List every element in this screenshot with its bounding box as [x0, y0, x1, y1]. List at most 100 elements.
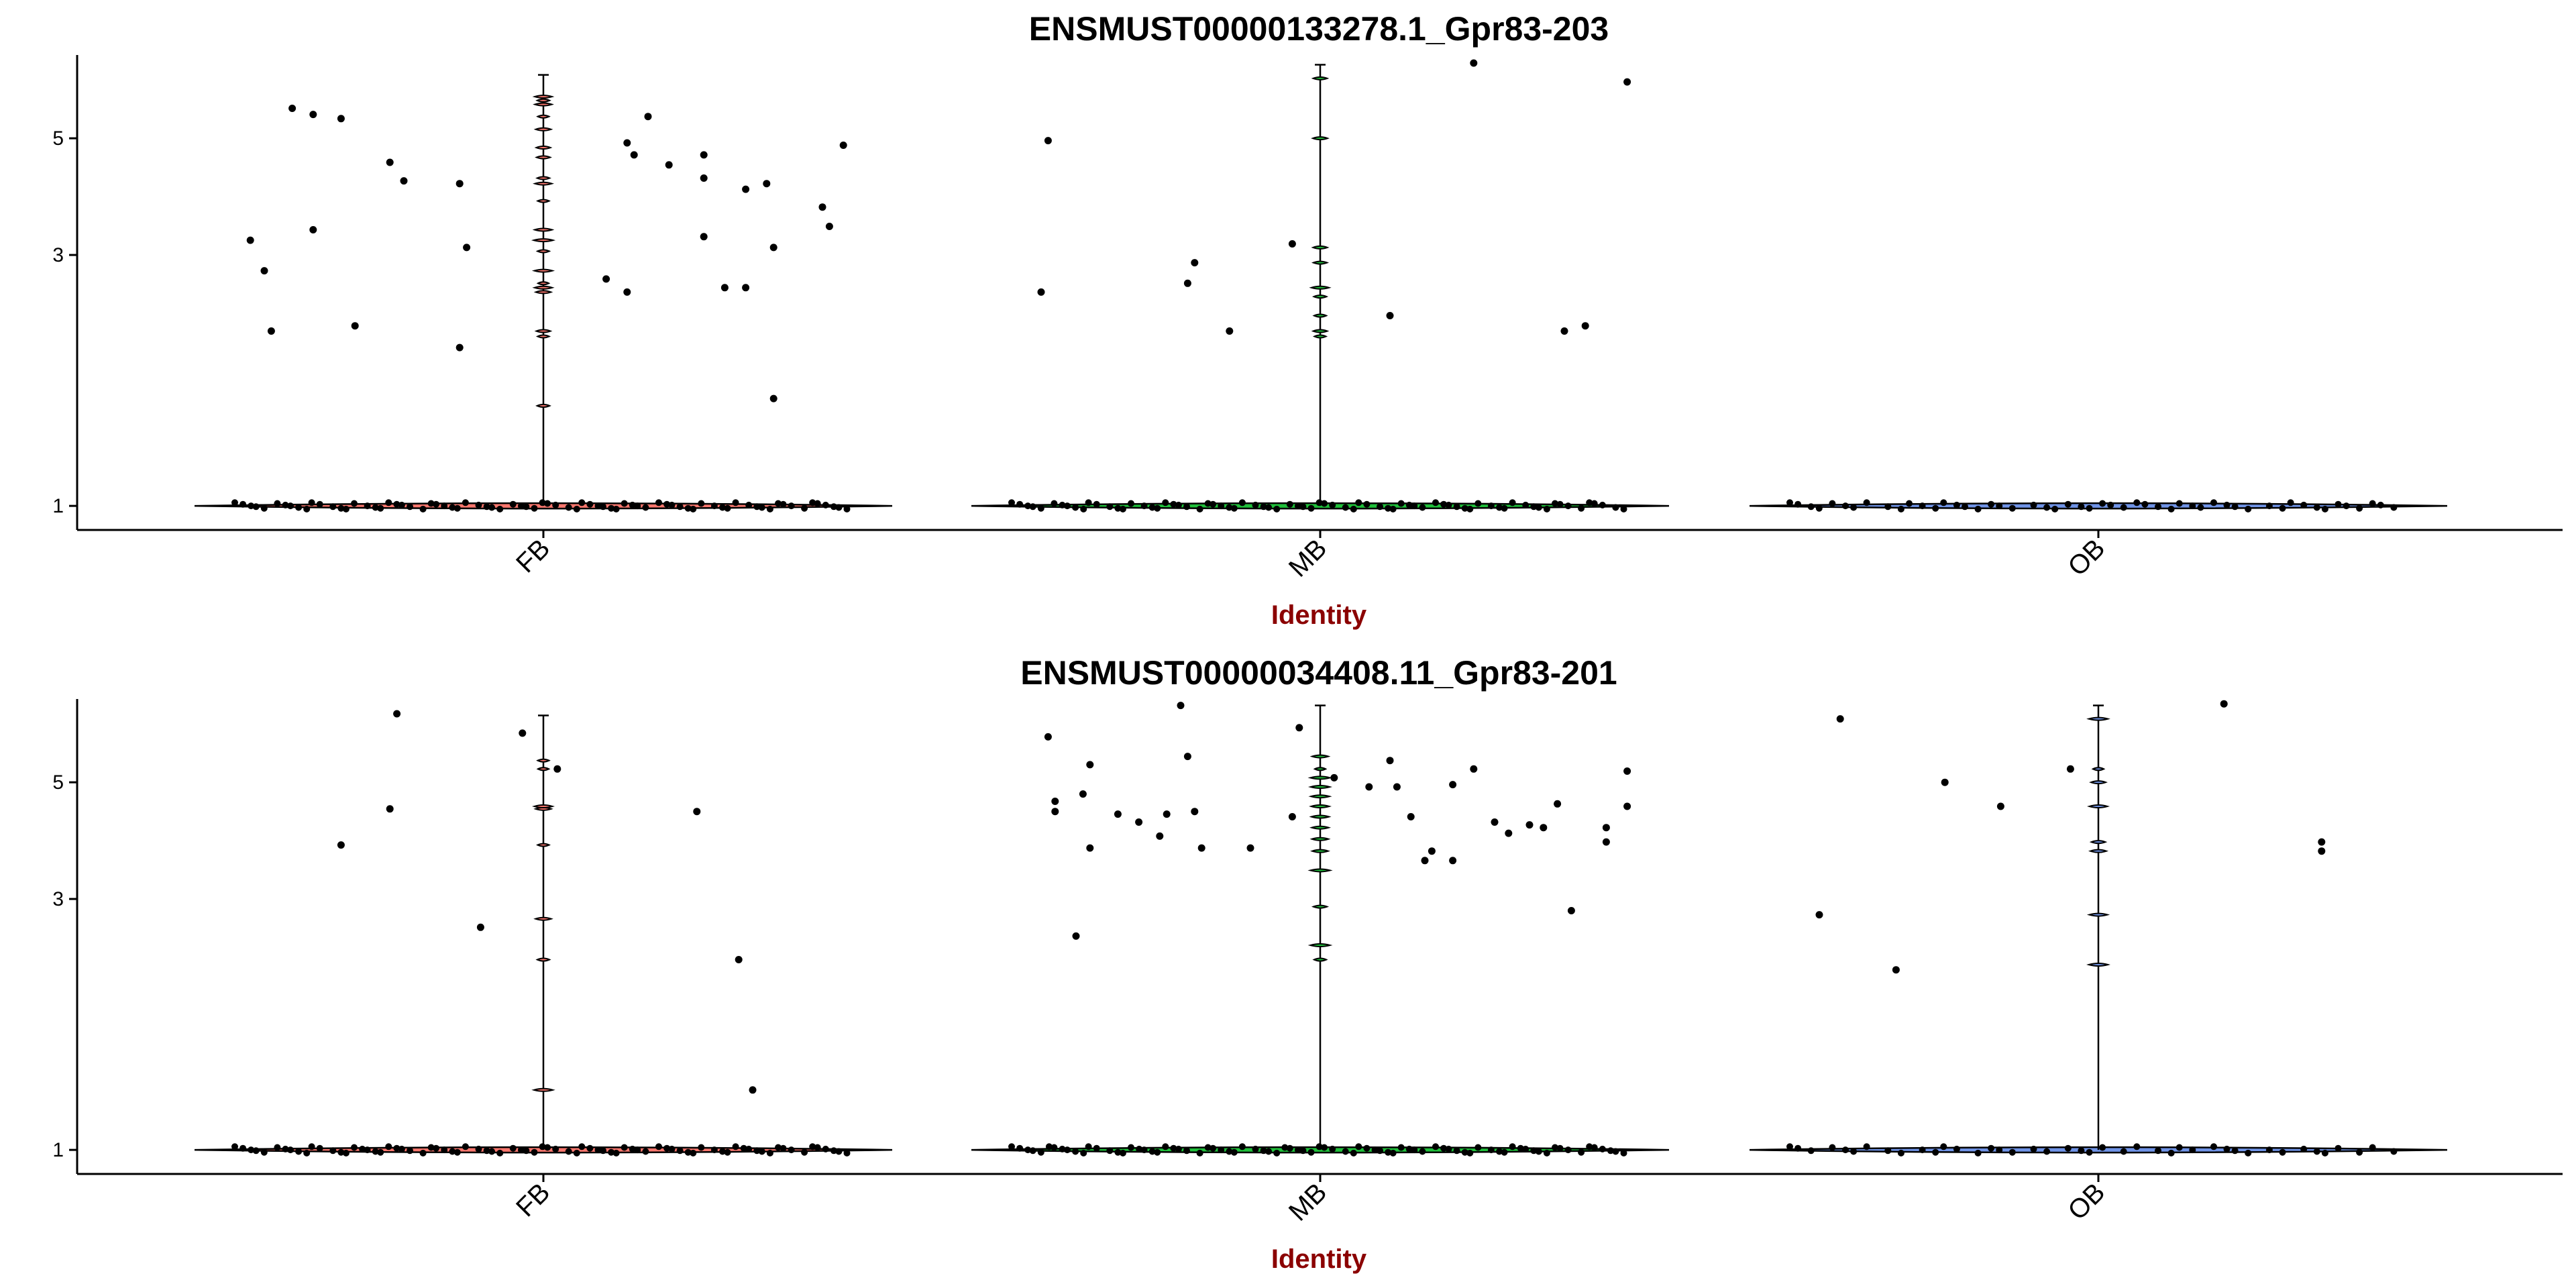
data-point [544, 1144, 551, 1151]
data-point [523, 503, 530, 511]
data-point [2245, 505, 2252, 513]
data-point [488, 1148, 496, 1155]
data-point [2189, 502, 2196, 510]
data-point [1008, 499, 1015, 506]
data-point [766, 1149, 773, 1157]
data-point [1815, 911, 1823, 919]
data-point [1350, 1149, 1357, 1157]
data-point [2099, 1144, 2106, 1151]
data-point [1170, 1144, 1177, 1152]
data-point [623, 288, 631, 296]
data-point [1329, 1145, 1336, 1152]
data-point [1487, 1146, 1495, 1154]
data-point [1474, 500, 1482, 507]
data-point [1128, 500, 1134, 507]
data-point [337, 115, 345, 123]
data-point [602, 275, 610, 283]
data-point [1850, 1148, 1858, 1155]
violin-bulge [2091, 767, 2106, 771]
violin-bulge [535, 176, 551, 180]
data-point [483, 503, 490, 511]
data-point [843, 505, 851, 513]
data-point [1389, 505, 1397, 513]
data-point [1016, 1144, 1024, 1152]
data-point [2167, 1149, 2175, 1157]
violin-bulge [1309, 825, 1332, 830]
data-point [2176, 1144, 2183, 1151]
violin-bulge [1309, 285, 1332, 290]
data-point [1183, 1147, 1190, 1155]
data-point [1419, 1148, 1426, 1155]
violin-bulge [1311, 136, 1330, 141]
data-point [698, 500, 705, 507]
data-point [2086, 1148, 2093, 1156]
violin-group-ob: OB [1749, 700, 2448, 1226]
data-point [239, 1144, 247, 1152]
data-point [1470, 59, 1478, 67]
data-point [1432, 499, 1439, 506]
data-point [1578, 504, 1585, 512]
data-point [1552, 1144, 1558, 1151]
data-point [2321, 505, 2328, 513]
data-point [1156, 832, 1164, 840]
data-point [1540, 824, 1548, 832]
data-point [1059, 501, 1066, 508]
data-point [621, 500, 628, 507]
data-point [1419, 504, 1426, 511]
data-point [1842, 1146, 1849, 1154]
violin-bulge [536, 767, 551, 771]
data-point [1389, 1149, 1397, 1157]
data-point [573, 1149, 580, 1157]
data-point [1897, 1149, 1904, 1157]
data-point [553, 765, 561, 773]
data-point [1377, 503, 1383, 511]
violin-bulge [535, 957, 551, 962]
data-point [1295, 724, 1303, 732]
violin-group-mb: MB [971, 702, 1670, 1227]
data-point [1445, 501, 1452, 508]
data-point [462, 499, 469, 506]
data-point [2356, 1148, 2363, 1156]
data-point [288, 105, 297, 112]
data-point [1045, 1143, 1053, 1150]
data-point [539, 1143, 546, 1150]
data-point [1183, 753, 1191, 761]
data-point [1342, 504, 1349, 511]
violin-bulge [535, 155, 552, 160]
data-point [1988, 1144, 1995, 1152]
data-point [719, 504, 726, 511]
data-point [252, 1147, 260, 1155]
data-point [1148, 504, 1156, 511]
data-point [1591, 500, 1598, 507]
data-point [1807, 503, 1815, 511]
data-point [1501, 504, 1508, 512]
data-point [1273, 505, 1281, 513]
data-point [655, 499, 662, 506]
data-point [2318, 838, 2326, 846]
data-point [2279, 1148, 2286, 1156]
violin-bulge [534, 329, 553, 333]
data-point [2231, 1147, 2239, 1155]
data-point [1148, 1148, 1156, 1155]
data-point [2064, 1144, 2072, 1152]
data-point [337, 1148, 345, 1156]
data-point [453, 504, 461, 512]
violin-bulge [535, 98, 551, 103]
data-point [351, 500, 358, 507]
data-point [1321, 500, 1328, 507]
data-point [693, 808, 701, 816]
violin-bulge [533, 102, 554, 107]
data-point [1567, 907, 1575, 914]
data-point [1501, 1148, 1508, 1156]
data-point [1428, 847, 1436, 855]
data-point [282, 501, 289, 508]
data-point [1183, 279, 1191, 287]
data-point [2356, 504, 2363, 512]
data-point [668, 1145, 676, 1152]
data-point [700, 174, 708, 182]
data-point [655, 1143, 662, 1150]
data-point [1177, 702, 1185, 710]
violin-bulge [531, 268, 555, 273]
data-point [1204, 500, 1212, 507]
data-point [586, 500, 594, 508]
